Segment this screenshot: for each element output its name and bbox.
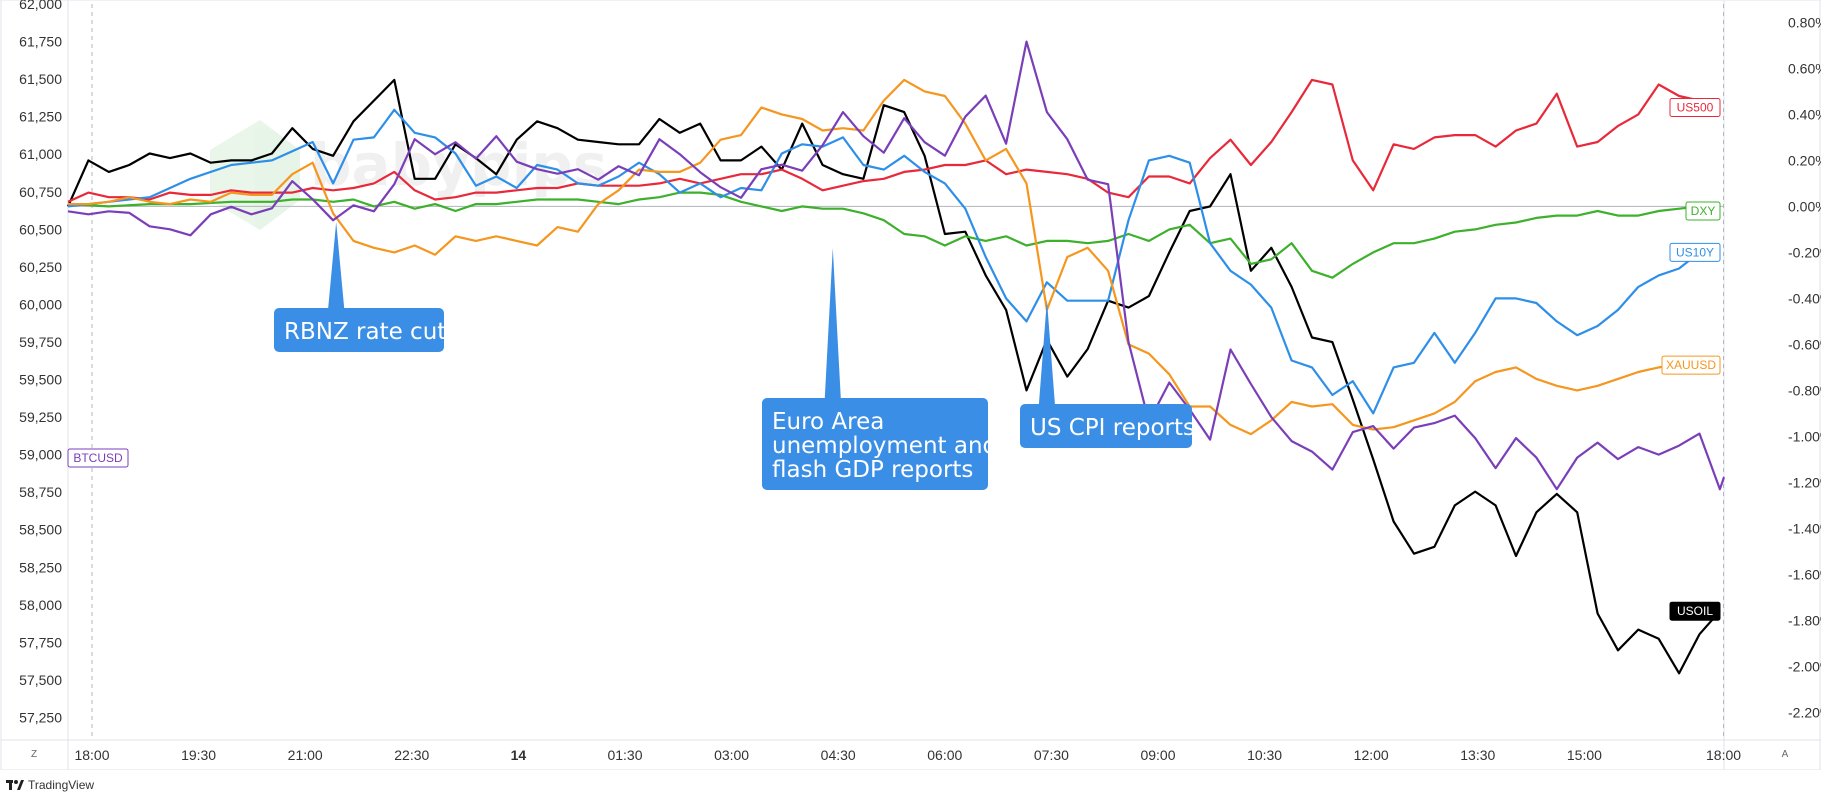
- series-tag-label: BTCUSD: [73, 451, 123, 465]
- left-axis-tick-label: 60,250: [19, 259, 62, 275]
- callout-pointer: [1038, 300, 1055, 404]
- callout-text: Euro Area: [772, 409, 884, 435]
- annotation-callout: RBNZ rate cut: [274, 222, 446, 352]
- series-tag-label: USOIL: [1677, 604, 1713, 618]
- left-axis-tick-label: 60,000: [19, 296, 62, 312]
- callout-text: unemployment and: [772, 433, 997, 459]
- right-axis-tick-label: -1.80%: [1788, 612, 1821, 628]
- callout-text: RBNZ rate cut: [284, 319, 446, 345]
- multi-asset-line-chart[interactable]: babypips62,00061,75061,50061,25061,00060…: [0, 0, 1821, 770]
- right-axis-tick-label: 0.60%: [1788, 60, 1821, 76]
- time-axis-tick-label: 18:00: [74, 747, 109, 763]
- series-line-us10y: [67, 108, 1720, 415]
- callout-pointer: [824, 248, 841, 398]
- tradingview-logo[interactable]: TradingView: [6, 778, 94, 792]
- left-axis-tick-label: 57,500: [19, 672, 62, 688]
- left-axis-tick-label: 57,250: [19, 709, 62, 725]
- time-axis-tick-label: 21:00: [288, 747, 323, 763]
- time-axis-tick-label: 13:30: [1460, 747, 1495, 763]
- callout-box: [762, 398, 988, 490]
- right-axis-tick-label: -2.20%: [1788, 704, 1821, 720]
- series-tag-box: [1685, 201, 1721, 221]
- callout-pointer: [328, 222, 345, 308]
- callout-box: [1020, 404, 1192, 448]
- time-axis-tick-label: 19:30: [181, 747, 216, 763]
- series-tag-btcusd: BTCUSD: [67, 448, 129, 468]
- series-line-btcusd: [67, 40, 1726, 491]
- time-axis-tick-label: 07:30: [1034, 747, 1069, 763]
- series-tag-box: [1661, 355, 1721, 375]
- left-axis-tick-label: 60,500: [19, 221, 62, 237]
- time-axis-tick-label: 04:30: [821, 747, 856, 763]
- series-line-dxy: [67, 191, 1721, 279]
- series-tag-label: XAUUSD: [1666, 358, 1716, 372]
- left-axis-tick-label: 58,000: [19, 597, 62, 613]
- left-axis-tick-label: 61,500: [19, 71, 62, 87]
- series-line-usoil: [66, 78, 1721, 675]
- series-tag-box: [1669, 242, 1721, 262]
- left-axis-tick-label: 59,750: [19, 334, 62, 350]
- right-axis-tick-label: -0.40%: [1788, 290, 1821, 306]
- series-tag-us10y: US10Y: [1669, 242, 1721, 262]
- time-axis-tick-label: 03:00: [714, 747, 749, 763]
- left-axis-tick-label: 59,000: [19, 447, 62, 463]
- left-axis-tick-label: 58,500: [19, 522, 62, 538]
- series-tag-usoil: USOIL: [1669, 601, 1721, 621]
- callout-box: [274, 308, 444, 352]
- tradingview-brand-text: TradingView: [28, 778, 95, 792]
- time-axis-tick-label: 12:00: [1354, 747, 1389, 763]
- series-tag-box: [1669, 98, 1721, 117]
- time-axis-tick-label: 06:00: [927, 747, 962, 763]
- left-axis-tick-label: 61,000: [19, 146, 62, 162]
- callout-text: US CPI reports: [1030, 415, 1195, 441]
- right-axis-tick-label: -1.40%: [1788, 520, 1821, 536]
- series-tag-label: DXY: [1691, 204, 1716, 218]
- time-axis-tick-label: 18:00: [1706, 747, 1741, 763]
- left-axis-tick-label: 58,750: [19, 484, 62, 500]
- right-axis-tick-label: -1.20%: [1788, 474, 1821, 490]
- right-axis-tick-label: -1.60%: [1788, 566, 1821, 582]
- annotation-callout: US CPI reports: [1020, 300, 1195, 448]
- series-line-xauusd: [68, 78, 1720, 436]
- left-axis-tick-label: 58,250: [19, 559, 62, 575]
- right-axis-tick-label: -1.00%: [1788, 428, 1821, 444]
- auto-scale-button[interactable]: A: [1781, 749, 1789, 760]
- right-axis-tick-label: 0.40%: [1788, 106, 1821, 122]
- series-tag-label: US500: [1677, 101, 1714, 115]
- chart-area[interactable]: babypips 62,000 61,750 61,500 61,250 61,000 60…: [0, 0, 1821, 770]
- time-axis-tick-label: 10:30: [1247, 747, 1282, 763]
- series-line-us500: [67, 78, 1721, 203]
- timezone-toggle-button[interactable]: Z: [30, 749, 38, 760]
- time-axis-tick-label: 22:30: [394, 747, 429, 763]
- right-axis-tick-label: 0.80%: [1788, 14, 1821, 30]
- time-axis-tick-label: 09:00: [1140, 747, 1175, 763]
- left-axis-tick-label: 62,000: [19, 0, 62, 12]
- left-axis-tick-label: 61,750: [19, 34, 62, 50]
- right-axis-tick-label: 0.00%: [1788, 198, 1821, 214]
- left-axis-tick-label: 60,750: [19, 184, 62, 200]
- callout-text: flash GDP reports: [772, 457, 973, 483]
- left-axis-tick-label: 59,250: [19, 409, 62, 425]
- left-axis-tick-label: 59,500: [19, 372, 62, 388]
- series-tag-dxy: DXY: [1685, 201, 1721, 221]
- chart-frame: [0, 0, 1821, 770]
- left-axis-tick-label: 61,250: [19, 109, 62, 125]
- series-tag-box: [1669, 601, 1721, 621]
- right-axis-tick-label: -0.60%: [1788, 336, 1821, 352]
- series-tag-us500: US500: [1669, 98, 1721, 117]
- series-tag-box: [67, 448, 129, 468]
- time-axis-tick-label: 01:30: [607, 747, 642, 763]
- tradingview-logo-icon: [6, 780, 24, 790]
- footer-bar: TradingView: [0, 776, 1821, 797]
- series-tag-label: US10Y: [1676, 245, 1714, 259]
- time-axis-tick-label: 14: [511, 747, 527, 763]
- left-axis-tick-label: 57,750: [19, 634, 62, 650]
- right-axis-tick-label: -2.00%: [1788, 658, 1821, 674]
- right-axis-tick-label: 0.20%: [1788, 152, 1821, 168]
- series-tag-xauusd: XAUUSD: [1661, 355, 1721, 375]
- time-axis-tick-label: 15:00: [1567, 747, 1602, 763]
- right-axis-tick-label: -0.20%: [1788, 244, 1821, 260]
- right-axis-tick-label: -0.80%: [1788, 382, 1821, 398]
